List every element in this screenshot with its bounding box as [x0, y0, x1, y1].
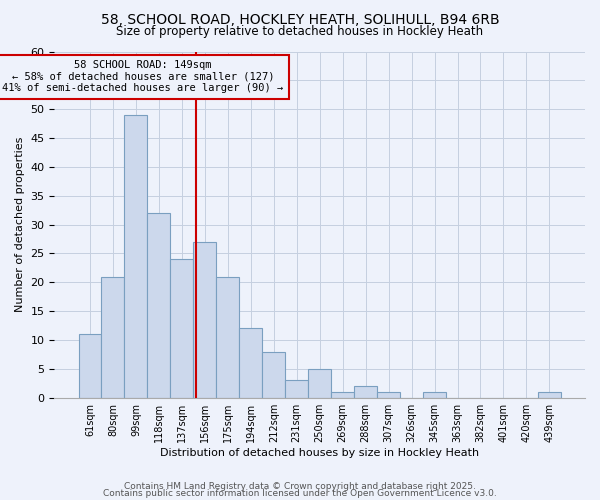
Bar — [354, 386, 377, 398]
Bar — [79, 334, 101, 398]
Bar — [101, 276, 124, 398]
Text: Contains public sector information licensed under the Open Government Licence v3: Contains public sector information licen… — [103, 489, 497, 498]
Bar — [148, 213, 170, 398]
Text: 58, SCHOOL ROAD, HOCKLEY HEATH, SOLIHULL, B94 6RB: 58, SCHOOL ROAD, HOCKLEY HEATH, SOLIHULL… — [101, 12, 499, 26]
Text: Size of property relative to detached houses in Hockley Heath: Size of property relative to detached ho… — [116, 25, 484, 38]
Bar — [377, 392, 400, 398]
Bar — [217, 276, 239, 398]
X-axis label: Distribution of detached houses by size in Hockley Heath: Distribution of detached houses by size … — [160, 448, 479, 458]
Bar — [239, 328, 262, 398]
Bar — [124, 115, 148, 398]
Text: 58 SCHOOL ROAD: 149sqm
← 58% of detached houses are smaller (127)
41% of semi-de: 58 SCHOOL ROAD: 149sqm ← 58% of detached… — [2, 60, 283, 94]
Y-axis label: Number of detached properties: Number of detached properties — [15, 137, 25, 312]
Bar — [170, 259, 193, 398]
Bar — [423, 392, 446, 398]
Bar — [308, 369, 331, 398]
Bar — [538, 392, 561, 398]
Bar — [285, 380, 308, 398]
Text: Contains HM Land Registry data © Crown copyright and database right 2025.: Contains HM Land Registry data © Crown c… — [124, 482, 476, 491]
Bar — [262, 352, 285, 398]
Bar — [193, 242, 217, 398]
Bar — [331, 392, 354, 398]
